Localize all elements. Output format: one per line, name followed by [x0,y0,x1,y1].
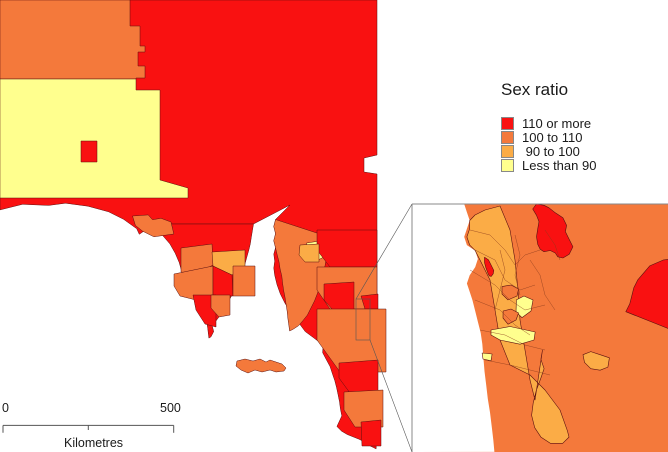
svg-text:Kilometres: Kilometres [64,436,123,450]
svg-text:500: 500 [160,401,181,415]
svg-text:0: 0 [2,401,9,415]
